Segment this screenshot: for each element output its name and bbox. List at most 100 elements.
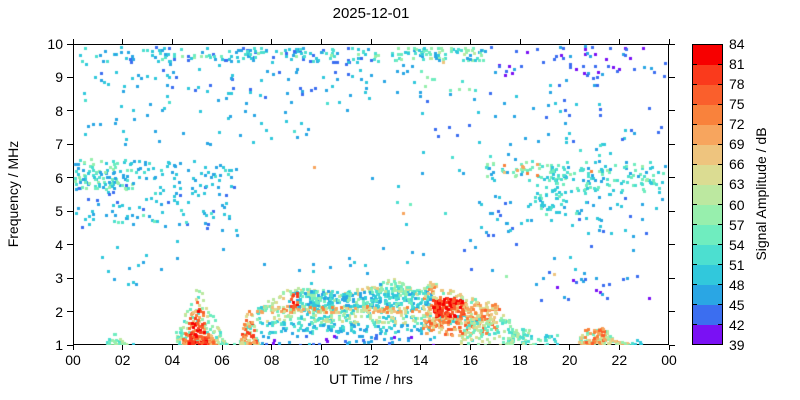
x-tick-top [72, 39, 74, 44]
y-tick-label: 1 [55, 337, 63, 353]
y-tick-right [669, 76, 675, 78]
y-tick-right [669, 110, 675, 112]
colorbar-tick-label: 42 [729, 316, 745, 333]
x-tick-label: 00 [65, 352, 81, 368]
colorbar-tick [693, 224, 697, 226]
x-tick [469, 345, 471, 350]
x-tick [668, 345, 670, 350]
x-tick-label: 10 [313, 352, 330, 368]
colorbar-tick-label: 51 [729, 256, 745, 273]
y-tick-label: 4 [55, 236, 63, 253]
x-tick-label: 12 [363, 352, 379, 368]
y-tick-right [669, 177, 675, 179]
colorbar-tick-label: 84 [729, 36, 745, 52]
y-tick-right [669, 210, 675, 212]
colorbar-tick-label: 57 [729, 216, 745, 233]
x-tick [72, 345, 74, 350]
colorbar-tick-label: 81 [729, 56, 745, 73]
x-tick-label: 22 [611, 352, 628, 368]
y-tick-right [669, 143, 675, 145]
colorbar-segment [693, 124, 722, 146]
y-tick [67, 277, 73, 279]
x-tick [618, 345, 620, 350]
colorbar-tick-right [718, 63, 722, 65]
y-tick-label: 9 [55, 69, 63, 86]
colorbar-segment [693, 104, 722, 126]
colorbar-tick [693, 63, 697, 65]
colorbar-segment [693, 224, 722, 245]
x-tick [171, 345, 173, 350]
x-tick-top [618, 39, 620, 44]
y-tick [67, 143, 73, 145]
y-tick-right [669, 277, 675, 279]
colorbar-tick-label: 54 [729, 236, 745, 253]
colorbar-tick-right [718, 304, 722, 306]
colorbar-segment [693, 284, 722, 305]
y-tick-label: 6 [55, 169, 63, 186]
y-tick-right [669, 43, 675, 45]
x-tick [271, 345, 273, 350]
colorbar-tick-right [718, 204, 722, 206]
colorbar-segment [693, 264, 722, 285]
colorbar-tick-label: 72 [729, 116, 745, 133]
x-tick-top [271, 39, 273, 44]
colorbar-tick-label: 39 [729, 337, 745, 353]
x-tick-top [122, 39, 124, 44]
x-tick-label: 18 [512, 352, 528, 368]
x-tick-top [420, 39, 422, 44]
colorbar-tick-label: 78 [729, 76, 745, 93]
colorbar-segment [693, 164, 722, 186]
colorbar-tick [693, 244, 697, 246]
y-tick-right [669, 311, 675, 313]
colorbar-tick [693, 103, 697, 105]
x-tick-label: 20 [561, 352, 578, 368]
colorbar-segment [693, 324, 722, 345]
colorbar-tick [693, 163, 697, 165]
colorbar-tick [693, 143, 697, 145]
y-tick [67, 244, 73, 246]
x-tick-label: 02 [114, 352, 131, 368]
colorbar-segment [693, 144, 722, 166]
x-tick-top [370, 39, 372, 44]
x-tick-top [569, 39, 571, 44]
x-tick-label: 06 [214, 352, 230, 368]
x-tick [370, 345, 372, 350]
colorbar-tick [693, 123, 697, 125]
y-tick-right [669, 344, 675, 346]
y-tick-label: 7 [55, 136, 63, 153]
colorbar-segment [693, 64, 722, 86]
colorbar-tick-label: 45 [729, 296, 745, 313]
colorbar-tick-right [718, 103, 722, 105]
colorbar-segment [693, 304, 722, 325]
colorbar-segment [693, 204, 722, 225]
colorbar-label: Signal Amplitude / dB [753, 127, 769, 261]
y-tick-label: 5 [55, 203, 63, 220]
y-tick-label: 10 [47, 36, 63, 52]
colorbar-tick-right [718, 143, 722, 145]
colorbar [692, 44, 723, 345]
y-tick [67, 43, 73, 45]
y-tick [67, 76, 73, 78]
x-tick [122, 345, 124, 350]
colorbar-tick-right [718, 183, 722, 185]
scatter-plot-canvas [73, 44, 669, 345]
colorbar-tick [693, 324, 697, 326]
x-tick-top [519, 39, 521, 44]
colorbar-tick-right [718, 224, 722, 226]
x-tick [221, 345, 223, 350]
x-tick-top [668, 39, 670, 44]
x-axis-label: UT Time / hrs [329, 371, 413, 387]
x-tick [519, 345, 521, 350]
x-tick [420, 345, 422, 350]
x-tick [569, 345, 571, 350]
colorbar-tick-right [718, 264, 722, 266]
x-tick-label: 08 [263, 352, 280, 368]
colorbar-tick-right [718, 83, 722, 85]
x-tick-label: 14 [412, 352, 429, 368]
y-tick-label: 3 [55, 270, 63, 287]
colorbar-tick [693, 264, 697, 266]
colorbar-segment [693, 244, 722, 265]
y-axis-label: Frequency / MHz [5, 140, 21, 248]
y-tick [67, 311, 73, 313]
y-tick-label: 2 [55, 303, 63, 320]
